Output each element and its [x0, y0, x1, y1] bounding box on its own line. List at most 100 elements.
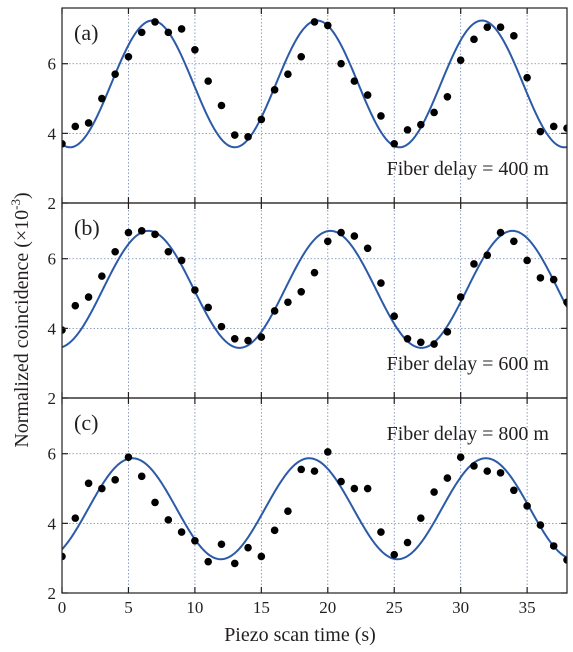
y-axis-label-exponent: -3 — [8, 199, 23, 210]
data-point — [523, 73, 531, 82]
data-point — [257, 552, 266, 561]
data-point — [470, 260, 478, 268]
x-tick-label: 10 — [186, 598, 203, 617]
data-point — [284, 298, 292, 307]
y-tick-label: 2 — [48, 194, 57, 213]
data-point — [483, 251, 492, 260]
y-tick-label: 6 — [48, 55, 57, 74]
panel-3: 2 4 6 0 5 10 15 20 25 30 35 (c) Fiber delay = 800 m — [48, 397, 568, 617]
fit-curve — [62, 457, 567, 561]
data-point — [137, 472, 146, 481]
data-point — [217, 322, 226, 331]
fit-curve — [62, 19, 567, 149]
data-point — [510, 32, 518, 40]
y-tick-label: 6 — [48, 250, 57, 269]
data-point — [177, 528, 186, 536]
data-point — [377, 112, 385, 120]
data-point — [124, 453, 133, 461]
data-point — [204, 303, 212, 312]
data-point — [443, 328, 452, 336]
data-point — [98, 272, 106, 280]
data-point — [430, 108, 438, 117]
data-point — [456, 453, 465, 461]
panel-label: (c) — [74, 410, 98, 435]
data-point — [563, 298, 567, 307]
y-tick-label: 6 — [48, 445, 57, 464]
data-point — [456, 56, 465, 65]
panel-label: (a) — [74, 20, 98, 45]
data-point — [523, 256, 531, 265]
data-point — [297, 465, 306, 474]
data-point — [71, 514, 80, 522]
data-point — [350, 484, 359, 493]
x-tick-label: 20 — [319, 598, 336, 617]
x-tick-label: 5 — [124, 598, 133, 617]
data-point — [350, 77, 359, 85]
data-point — [164, 516, 173, 524]
fit-curve — [62, 229, 567, 349]
data-point — [563, 124, 567, 132]
data-point — [297, 52, 306, 61]
data-point — [137, 227, 146, 235]
data-point — [536, 274, 545, 282]
data-point — [523, 502, 531, 510]
data-point — [230, 131, 239, 139]
data-point — [62, 140, 66, 148]
y-axis-label: Normalized coincidence (×10-3) — [8, 192, 33, 447]
data-point — [470, 35, 478, 44]
data-point — [323, 448, 332, 456]
data-point — [350, 232, 359, 240]
data-point — [549, 122, 558, 131]
panel-2: 2 4 6 (b) Fiber delay = 600 m — [48, 202, 568, 408]
data-point — [483, 23, 492, 31]
data-point — [337, 477, 345, 486]
data-point — [390, 140, 399, 148]
data-point — [310, 268, 319, 277]
data-point — [510, 486, 518, 495]
data-point — [377, 279, 385, 287]
panel-label: (b) — [74, 215, 100, 240]
panel-frame — [61, 397, 568, 594]
data-point — [230, 335, 239, 343]
x-axis-label: Piezo scan time (s) — [224, 624, 376, 646]
data-point — [270, 307, 279, 315]
data-point — [417, 338, 425, 347]
data-point — [98, 94, 106, 103]
data-point — [270, 526, 279, 535]
data-point — [84, 119, 93, 127]
data-point — [284, 70, 292, 78]
data-point — [284, 507, 292, 515]
data-point — [403, 335, 412, 343]
data-point — [124, 52, 133, 61]
data-point — [111, 476, 119, 484]
data-point — [310, 467, 319, 475]
data-point — [230, 559, 239, 568]
data-point — [191, 286, 199, 294]
data-point — [323, 237, 332, 246]
data-point — [177, 25, 186, 33]
data-point — [403, 126, 412, 134]
data-point — [310, 18, 319, 26]
chart-panels: 2 4 6 (a) Fiber delay = 400 m 2 4 6 (b) Fiber del… — [48, 7, 568, 617]
data-point — [257, 115, 266, 124]
data-point — [244, 336, 252, 345]
data-point — [98, 484, 106, 493]
data-point — [62, 552, 66, 561]
data-point — [403, 538, 412, 547]
y-tick-label: 2 — [48, 584, 57, 603]
data-point — [483, 467, 492, 475]
y-tick-label: 4 — [48, 514, 57, 533]
data-point — [257, 333, 266, 341]
data-point — [244, 543, 252, 552]
data-point — [151, 18, 159, 26]
y-tick-label: 4 — [48, 124, 57, 143]
data-point — [496, 228, 505, 237]
x-tick-label: 25 — [386, 598, 403, 617]
data-point — [124, 228, 133, 237]
data-point — [191, 45, 199, 54]
y-axis-label-close: ) — [11, 192, 33, 199]
data-point — [377, 528, 385, 536]
data-point — [536, 521, 545, 529]
data-point — [496, 23, 505, 31]
